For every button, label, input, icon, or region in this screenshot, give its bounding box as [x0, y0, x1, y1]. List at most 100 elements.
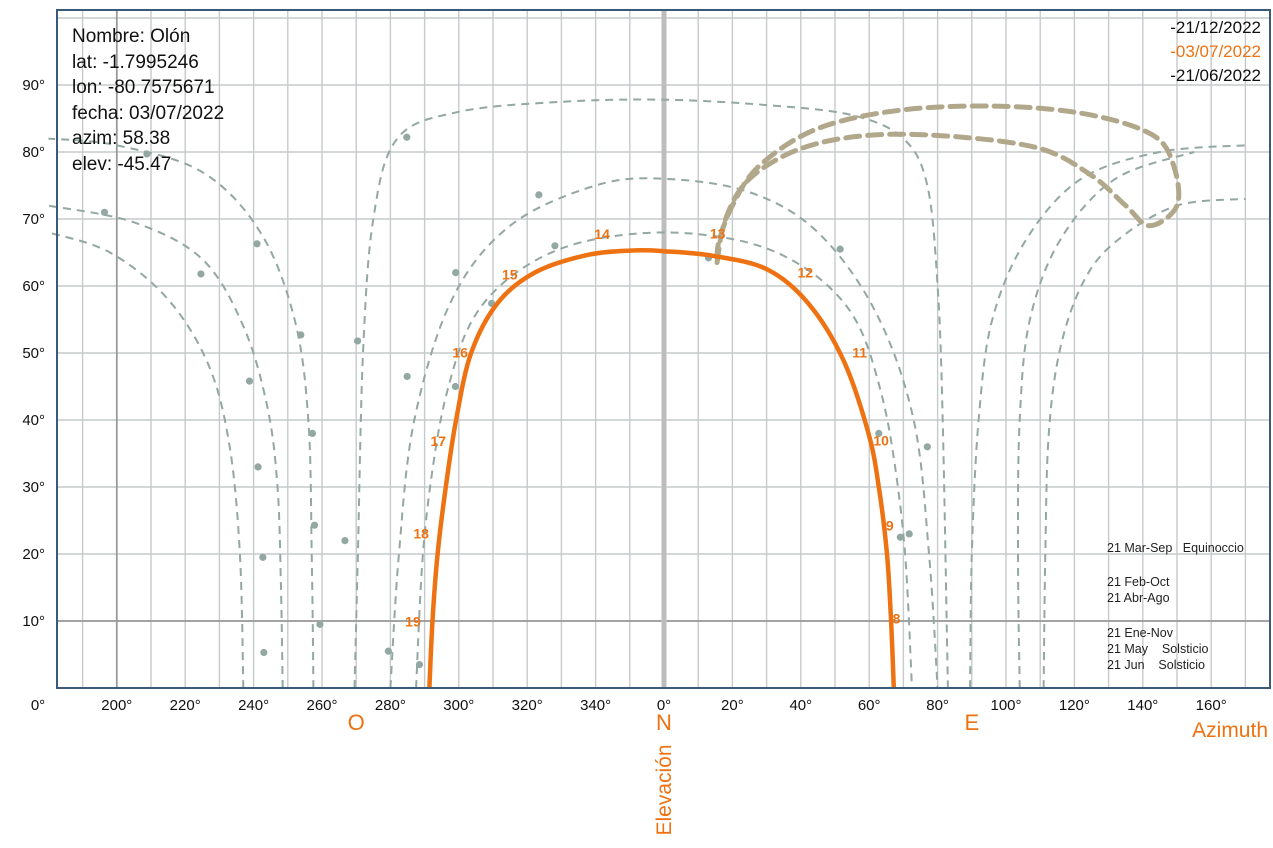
reference-marker [836, 245, 844, 253]
hour-label: 14 [594, 226, 610, 242]
reference-marker [384, 647, 392, 655]
reference-marker [452, 269, 460, 277]
cardinal-label: E [964, 710, 979, 735]
reference-marker [403, 133, 411, 141]
x-axis-label: Azimuth [1192, 719, 1268, 742]
current-date-path: 8 9 10 11 12 13 14 15 16 17 18 19 [405, 225, 901, 689]
reference-marker [415, 660, 424, 669]
reference-marker [100, 208, 109, 216]
y-tick-label: 40° [22, 412, 45, 429]
legend-abr-ago: 21 Abr-Ago [1107, 591, 1170, 605]
y-tick-label: 20° [22, 546, 45, 563]
y-tick-label: 0° [31, 697, 45, 714]
legend-equinox: 21 Mar-Sep Equinoccio [1107, 541, 1244, 555]
hour-label: 18 [413, 526, 429, 542]
x-tick-label: 40° [789, 697, 812, 714]
x-tick-label: 100° [990, 697, 1021, 714]
y-tick-label: 30° [22, 479, 45, 496]
hour-label: 17 [430, 433, 446, 449]
y-tick-label: 50° [22, 345, 45, 362]
hour-label: 15 [502, 266, 518, 282]
y-tick-label: 60° [22, 278, 45, 295]
reference-marker [260, 648, 268, 657]
reference-marker [253, 240, 261, 248]
info-lat: lat: -1.7995246 [72, 51, 199, 73]
reference-marker [308, 429, 317, 437]
legend-jun: 21 Jun Solsticio [1107, 658, 1205, 672]
grid-lines [57, 10, 1270, 688]
plot-frame [56, 9, 1271, 689]
x-tick-label: 60° [858, 697, 881, 714]
info-nombre: Nombre: Olón [72, 26, 191, 47]
cardinal-label: N [656, 710, 672, 735]
x-tick-label: 240° [238, 697, 269, 714]
reference-marker [316, 620, 324, 628]
reference-marker [896, 533, 904, 541]
hour-label: 10 [873, 432, 889, 448]
x-tick-label: 220° [170, 697, 201, 714]
legend-may: 21 May Solsticio [1107, 642, 1209, 656]
y-tick-label: 70° [22, 211, 45, 228]
info-azim: azim: 58.38 [72, 128, 171, 149]
x-tick-label: 140° [1127, 697, 1158, 714]
reference-marker [259, 553, 267, 561]
hour-label: 13 [710, 225, 726, 241]
reference-marker [923, 443, 931, 451]
info-lon: lon: -80.7575671 [72, 77, 215, 98]
analemma-path [714, 103, 1182, 266]
y-axis-label: Elevación [653, 744, 676, 835]
date-summer: -21/06/2022 [1170, 66, 1261, 85]
cardinal-label: O [348, 710, 365, 735]
reference-marker [353, 337, 362, 345]
y-tick-label: 90° [22, 77, 45, 94]
hour-label: 9 [886, 518, 894, 534]
y-tick-label: 80° [22, 144, 45, 161]
reference-marker [310, 521, 319, 529]
x-tick-label: 80° [926, 697, 949, 714]
legend-feb-oct: 21 Feb-Oct [1107, 575, 1170, 589]
hour-label: 12 [797, 264, 813, 280]
x-tick-label: 340° [580, 697, 611, 714]
reference-path [389, 177, 939, 689]
x-tick-label: 160° [1196, 697, 1227, 714]
x-tick-label: 260° [306, 697, 337, 714]
reference-marker [297, 331, 305, 339]
reference-marker [143, 150, 151, 158]
info-elev: elev: -45.47 [72, 153, 172, 175]
reference-path [1042, 197, 1246, 689]
reference-marker [551, 242, 559, 250]
x-tick-label: 320° [512, 697, 543, 714]
legend-ene-nov: 21 Ene-Nov [1107, 626, 1174, 640]
reference-path [415, 231, 913, 689]
date-legend: -21/12/2022 -03/07/2022 -21/06/2022 [1170, 16, 1261, 88]
plot-border [56, 9, 1271, 689]
reference-marker [451, 382, 459, 391]
reference-marker [341, 537, 349, 545]
date-current: -03/07/2022 [1170, 42, 1261, 61]
reference-marker [197, 270, 205, 278]
location-info: Nombre: Olón lat: -1.7995246 lon: -80.75… [72, 24, 224, 177]
reference-paths [48, 98, 1246, 689]
reference-path [1016, 151, 1195, 689]
reference-path [969, 144, 1246, 689]
sun-path-line [427, 247, 897, 689]
hour-label: 19 [405, 613, 421, 629]
x-tick-label: 20° [721, 697, 744, 714]
info-fecha: fecha: 03/07/2022 [72, 102, 225, 124]
hour-label: 8 [893, 611, 901, 627]
reference-path [48, 231, 245, 689]
x-tick-label: 200° [101, 697, 132, 714]
y-tick-label: 10° [22, 613, 45, 630]
date-winter: -21/12/2022 [1170, 18, 1261, 37]
analemma-curve [714, 103, 1182, 266]
axis-labels: 200° 220° 240° 260° 280° 300° 320° 340° 0° 20° 40°… [22, 77, 1268, 836]
hour-label: 11 [852, 345, 867, 361]
hour-label: 16 [452, 345, 468, 361]
x-tick-label: 300° [443, 697, 474, 714]
x-tick-label: 0° [657, 697, 671, 714]
reference-marker [254, 463, 262, 471]
x-tick-label: 280° [375, 697, 406, 714]
reference-path [353, 98, 949, 689]
reference-marker [905, 530, 913, 538]
